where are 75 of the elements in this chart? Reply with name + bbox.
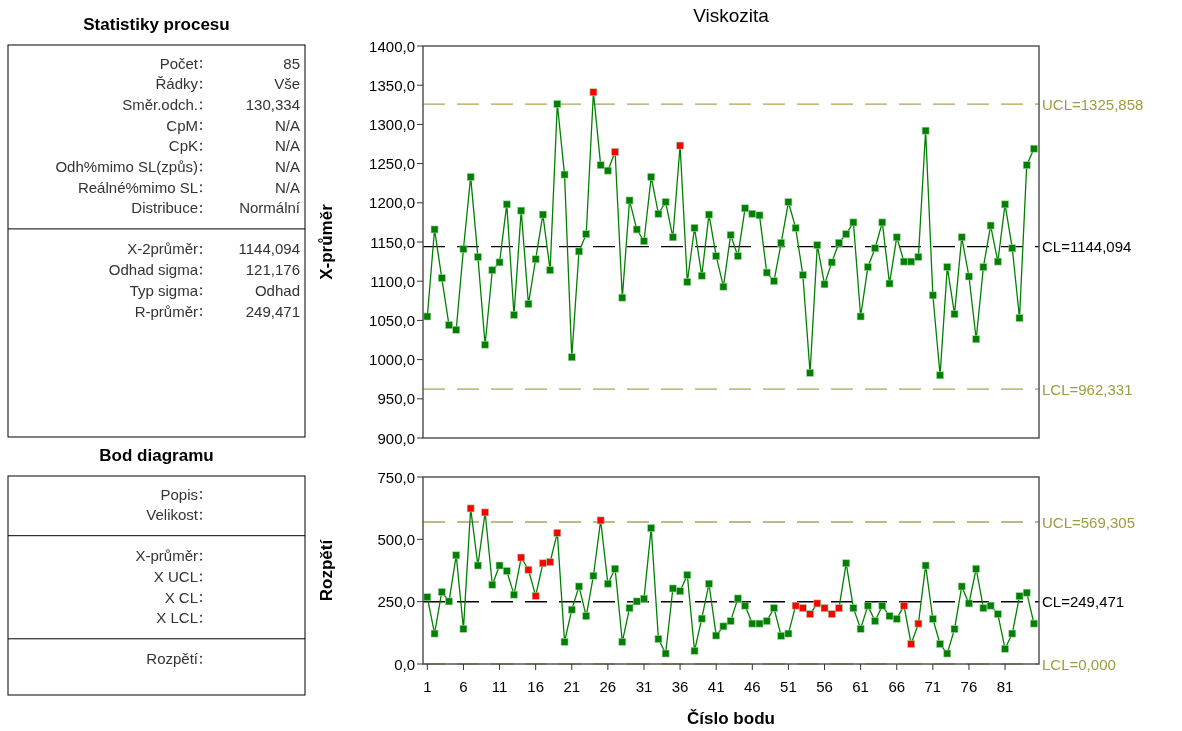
y-tick-label: 750,0 — [377, 468, 415, 486]
category-label: X LCL — [156, 609, 198, 627]
text: N/A — [274, 178, 300, 196]
category-label: CpM — [166, 116, 198, 134]
y-tick-label: 1000,0 — [369, 351, 415, 369]
y-tick-label: 1150,0 — [370, 233, 415, 251]
x-tick-label: 36 — [671, 677, 689, 695]
category-label: Popis — [160, 485, 198, 503]
category-label: Rozpětí — [146, 650, 199, 668]
y-axis-title: Rozpětí — [316, 538, 336, 602]
y-tick-label: 1400,0 — [369, 37, 415, 55]
y-tick-label: 500,0 — [377, 530, 415, 548]
category-label: Reálné%mimo SL — [77, 178, 198, 196]
text: 1144,094 — [238, 240, 300, 258]
y-tick-label: 1300,0 — [369, 115, 415, 133]
category-label: Odh%mimo SL(způs) — [55, 158, 198, 175]
category-label: Řádky — [155, 75, 199, 93]
x-tick-label: 26 — [599, 677, 617, 695]
category-label: X CL — [164, 588, 198, 606]
x-axis-title: Číslo bodu — [687, 708, 775, 728]
x-tick-label: 41 — [707, 677, 725, 695]
x-tick-label: 61 — [852, 677, 869, 695]
y-tick-label: 1050,0 — [369, 311, 415, 329]
y-tick-label: 900,0 — [377, 429, 415, 447]
ref-line-label: LCL=0,000 — [1042, 655, 1116, 673]
y-axis-title: X-průměr — [316, 203, 336, 280]
text: Vše — [274, 75, 300, 93]
text: 85 — [283, 54, 300, 72]
category-label: Počet — [159, 54, 199, 72]
x-tick-label: 46 — [743, 677, 761, 695]
y-tick-label: 1250,0 — [369, 155, 415, 173]
category-label: Odhad sigma — [108, 261, 199, 279]
y-tick-label: 1100,0 — [370, 272, 415, 290]
text: Odhad — [254, 281, 300, 299]
x-tick-label: 56 — [816, 677, 833, 695]
x-tick-label: 16 — [527, 677, 544, 695]
y-tick-label: 0,0 — [394, 655, 415, 673]
text: N/A — [274, 137, 300, 155]
text: Statistiky procesu — [83, 15, 230, 34]
ref-line-label: CL=1144,094 — [1042, 238, 1132, 256]
chart-title: Viskozita — [693, 5, 770, 26]
category-label: Směr.odch. — [122, 95, 198, 113]
x-tick-label: 66 — [888, 677, 906, 695]
text: 249,471 — [245, 302, 300, 320]
x-tick-label: 21 — [563, 677, 581, 695]
x-tick-label: 1 — [423, 677, 432, 695]
text: Bod diagramu — [99, 446, 214, 465]
text: 121,176 — [245, 261, 300, 279]
category-label: X-průměr — [135, 547, 198, 565]
x-tick-label: 6 — [459, 677, 468, 695]
x-tick-label: 51 — [780, 677, 797, 695]
x-tick-label: 81 — [996, 677, 1014, 695]
text: N/A — [274, 158, 300, 175]
ref-line-label: LCL=962,331 — [1042, 380, 1133, 398]
y-tick-label: 950,0 — [377, 390, 415, 408]
ref-line-label: UCL=1325,858 — [1042, 95, 1144, 113]
x-tick-label: 11 — [491, 677, 508, 695]
category-label: R-průměr — [134, 302, 198, 320]
category-label: X UCL — [153, 567, 198, 585]
category-label: CpK — [168, 137, 198, 155]
text: 130,334 — [245, 95, 300, 113]
y-tick-label: 250,0 — [377, 593, 415, 611]
y-tick-label: 1200,0 — [369, 194, 415, 212]
x-tick-label: 71 — [924, 677, 942, 695]
category-label: Distribuce — [131, 199, 198, 217]
y-tick-label: 1350,0 — [369, 76, 415, 94]
ref-line-label: UCL=569,305 — [1042, 513, 1135, 531]
x-tick-label: 31 — [635, 677, 653, 695]
category-label: Typ sigma — [129, 281, 199, 299]
ref-line-label: CL=249,471 — [1042, 593, 1125, 611]
category-label: X-2průměr — [127, 240, 198, 258]
text: N/A — [274, 116, 300, 134]
x-tick-label: 76 — [960, 677, 978, 695]
category-label: Velikost — [146, 506, 199, 524]
text: Normální — [239, 199, 300, 217]
